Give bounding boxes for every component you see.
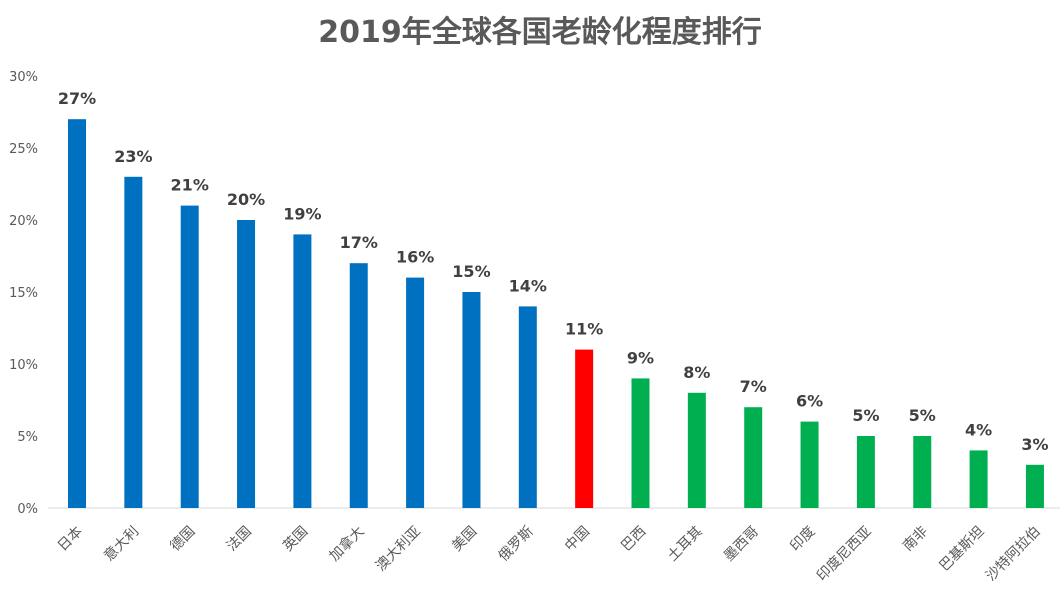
data-label: 6% — [796, 392, 823, 411]
bar — [68, 119, 86, 508]
data-label: 19% — [283, 204, 321, 223]
data-label: 8% — [683, 363, 710, 382]
x-tick-label: 墨西哥 — [721, 524, 762, 565]
data-label: 9% — [627, 348, 654, 367]
bar — [575, 349, 594, 508]
bar — [406, 277, 425, 508]
bar — [687, 392, 706, 508]
x-tick-label: 日本 — [55, 524, 86, 555]
x-tick-label: 印度 — [787, 524, 818, 555]
x-tick-label: 中国 — [562, 524, 593, 555]
bar — [631, 378, 650, 508]
data-label: 5% — [852, 406, 879, 425]
chart-title: 2019年全球各国老龄化程度排行 — [318, 15, 762, 50]
y-tick-label: 30% — [9, 70, 38, 85]
data-label: 27% — [58, 89, 96, 108]
y-tick-label: 15% — [9, 286, 38, 301]
bar — [237, 220, 256, 508]
x-tick-label: 南非 — [900, 524, 931, 555]
data-label: 3% — [1021, 435, 1048, 454]
x-tick-label: 意大利 — [100, 523, 142, 565]
data-label: 11% — [565, 320, 603, 339]
data-label: 15% — [452, 262, 490, 281]
y-tick-label: 20% — [9, 214, 38, 229]
bar — [462, 292, 481, 508]
data-label: 16% — [396, 248, 434, 267]
bar — [518, 306, 537, 508]
y-tick-label: 10% — [9, 358, 38, 373]
x-tick-label: 俄罗斯 — [496, 524, 537, 565]
y-tick-label: 25% — [9, 142, 38, 157]
bar — [913, 436, 932, 508]
y-tick-label: 0% — [17, 502, 38, 517]
bar — [969, 450, 988, 508]
bar — [800, 421, 819, 508]
x-tick-label: 加拿大 — [326, 523, 368, 565]
x-tick-label: 德国 — [167, 524, 198, 555]
data-label: 23% — [114, 147, 152, 166]
x-tick-label: 沙特阿拉伯 — [983, 524, 1044, 585]
bar — [856, 436, 875, 508]
y-tick-label: 5% — [17, 430, 38, 445]
bar — [124, 176, 143, 509]
bar — [1025, 464, 1044, 508]
x-tick-label: 土耳其 — [665, 524, 706, 565]
data-label: 20% — [227, 190, 265, 209]
bar — [180, 205, 199, 508]
data-label: 17% — [340, 233, 378, 252]
data-label: 14% — [509, 276, 547, 295]
bar — [293, 234, 312, 508]
x-tick-label: 法国 — [224, 524, 255, 555]
bar — [744, 407, 763, 508]
x-tick-label: 美国 — [449, 524, 480, 555]
data-label: 4% — [965, 420, 992, 439]
x-tick-label: 印度尼西亚 — [814, 524, 875, 585]
data-label: 7% — [740, 377, 767, 396]
x-tick-label: 英国 — [279, 523, 311, 555]
bar — [349, 263, 368, 508]
x-tick-label: 巴西 — [618, 524, 649, 555]
x-tick-label: 澳大利亚 — [373, 524, 424, 575]
x-tick-label: 巴基斯坦 — [936, 523, 988, 575]
data-label: 5% — [909, 406, 936, 425]
data-label: 21% — [171, 176, 209, 195]
